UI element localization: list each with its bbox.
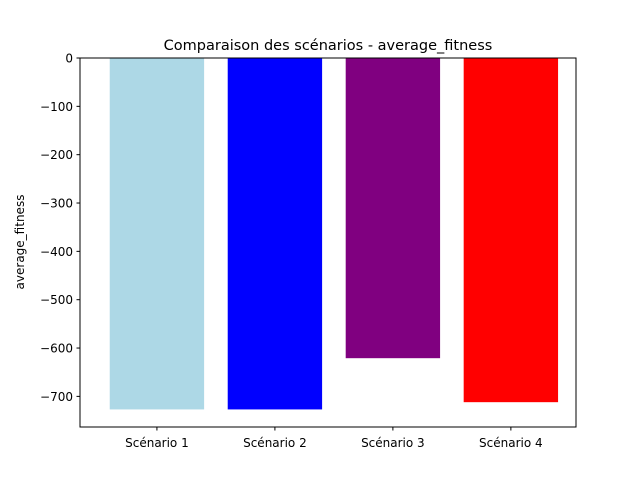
y-tick-label: −400 <box>40 245 73 259</box>
y-tick-label: −300 <box>40 197 73 211</box>
chart-title: Comparaison des scénarios - average_fitn… <box>164 38 493 54</box>
bar-4 <box>463 58 559 403</box>
y-ticks-group: 0 −100 −200 −300 −400 −500 −600 −700 <box>40 52 80 404</box>
y-axis-label: average_fitness <box>13 195 27 290</box>
x-tick-label: Scénario 2 <box>243 436 307 450</box>
y-tick-label: −100 <box>40 100 73 114</box>
y-tick-label: −700 <box>40 390 73 404</box>
x-tick-label: Scénario 1 <box>125 436 189 450</box>
x-ticks-group: Scénario 1 Scénario 2 Scénario 3 Scénario 4 <box>125 427 543 450</box>
y-tick-label: −200 <box>40 148 73 162</box>
x-tick-label: Scénario 3 <box>361 436 425 450</box>
plot-frame <box>79 57 577 428</box>
y-tick-label: 0 <box>65 52 73 66</box>
bar-3 <box>345 58 441 359</box>
bar-2 <box>227 58 323 410</box>
bars-group <box>109 58 559 410</box>
y-tick-label: −500 <box>40 293 73 307</box>
y-tick-label: −600 <box>40 342 73 356</box>
x-tick-label: Scénario 4 <box>479 436 543 450</box>
bar-1 <box>109 58 205 410</box>
